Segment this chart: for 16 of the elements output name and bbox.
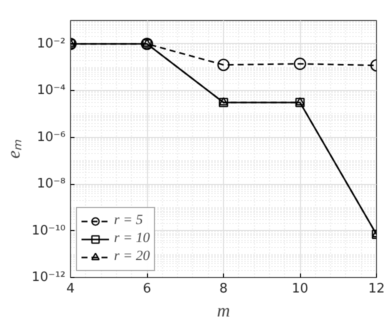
legend-label: r = 5 bbox=[114, 212, 143, 230]
y-tick-label: 10⁻¹² bbox=[32, 270, 66, 285]
y-tick-label: 10⁻⁸ bbox=[36, 176, 66, 192]
y-axis-title: eₘ bbox=[4, 139, 24, 158]
x-tick-label: 10 bbox=[292, 282, 308, 296]
x-tick-label: 12 bbox=[368, 282, 385, 296]
legend-label: r = 10 bbox=[114, 230, 150, 248]
x-axis-title: m bbox=[217, 300, 230, 320]
x-tick-label: 6 bbox=[142, 282, 152, 296]
x-tick-label: 8 bbox=[219, 282, 228, 296]
y-tick-label: 10⁻⁴ bbox=[36, 83, 66, 98]
x-tick-label: 4 bbox=[66, 282, 75, 296]
y-tick-label: 10⁻² bbox=[36, 36, 66, 52]
legend-label: r = 20 bbox=[114, 248, 150, 266]
y-tick-label: 10⁻⁶ bbox=[36, 130, 66, 145]
y-tick-label: 10⁻¹⁰ bbox=[32, 223, 66, 238]
